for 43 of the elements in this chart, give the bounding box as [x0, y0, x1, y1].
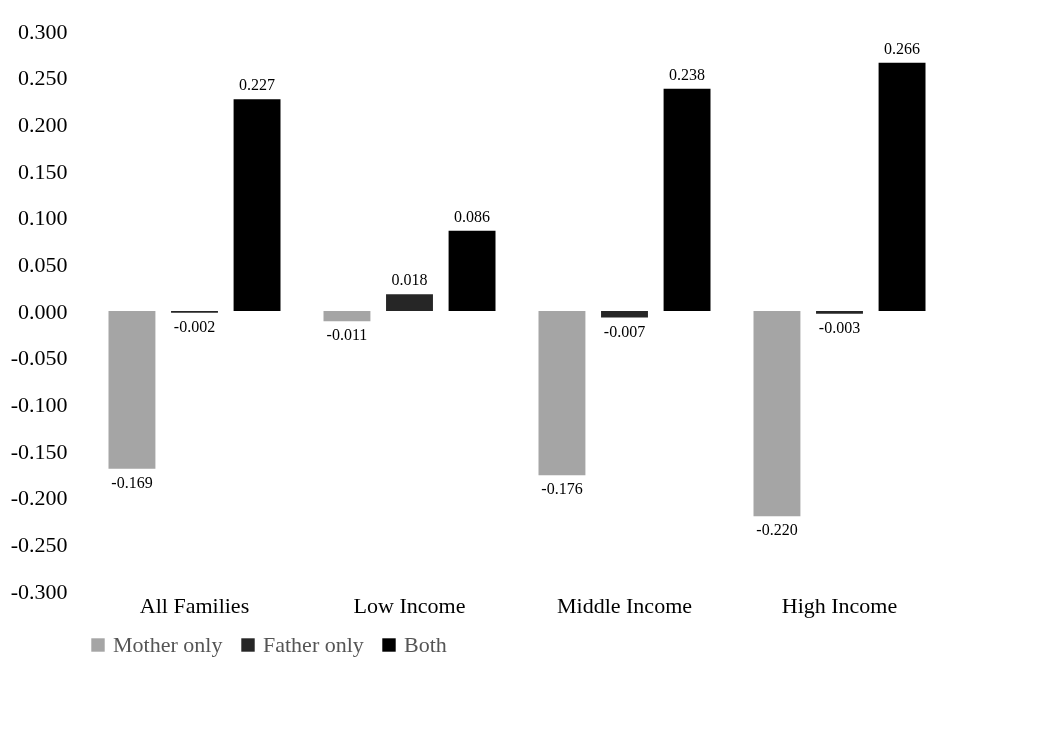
legend-label: Father only — [263, 632, 364, 657]
bar — [663, 88, 711, 311]
y-tick-label: 0.250 — [18, 65, 68, 91]
data-label: -0.220 — [756, 521, 798, 539]
y-tick-label: -0.300 — [10, 578, 68, 604]
bar — [538, 311, 586, 476]
data-label: -0.003 — [818, 318, 861, 336]
data-label: -0.169 — [111, 473, 153, 491]
data-label: -0.007 — [603, 322, 646, 340]
bar — [448, 230, 496, 311]
x-tick-label: Low Income — [353, 592, 466, 618]
data-label: 0.086 — [454, 207, 491, 225]
y-tick-label: -0.250 — [10, 531, 68, 557]
legend-label: Both — [404, 632, 447, 657]
data-label: -0.002 — [173, 317, 216, 335]
y-tick-label: -0.200 — [10, 485, 68, 511]
data-label: 0.238 — [669, 65, 706, 83]
data-label: -0.176 — [541, 480, 583, 498]
x-tick-label: Middle Income — [556, 592, 693, 618]
bar — [601, 311, 648, 318]
bar — [108, 311, 156, 469]
data-label: 0.018 — [391, 271, 428, 289]
y-tick-label: 0.300 — [18, 18, 68, 44]
data-label: 0.227 — [239, 76, 276, 94]
y-tick-label: 0.000 — [18, 298, 68, 324]
bar — [233, 99, 281, 311]
bar — [753, 311, 801, 517]
bar — [878, 62, 926, 311]
y-tick-label: 0.150 — [18, 158, 68, 184]
data-label: -0.011 — [326, 326, 368, 344]
bar — [816, 311, 863, 314]
data-label: 0.266 — [884, 39, 921, 57]
bar — [386, 294, 433, 311]
legend-label: Mother only — [113, 632, 223, 657]
y-tick-label: 0.050 — [18, 251, 68, 277]
y-tick-label: 0.200 — [18, 111, 68, 137]
y-tick-label: -0.150 — [10, 438, 68, 464]
x-tick-label: High Income — [781, 592, 898, 618]
bar — [323, 311, 371, 322]
y-tick-label: -0.050 — [10, 345, 68, 371]
x-tick-label: All Families — [139, 592, 250, 618]
y-tick-label: 0.100 — [18, 205, 68, 231]
y-tick-label: -0.100 — [10, 391, 68, 417]
